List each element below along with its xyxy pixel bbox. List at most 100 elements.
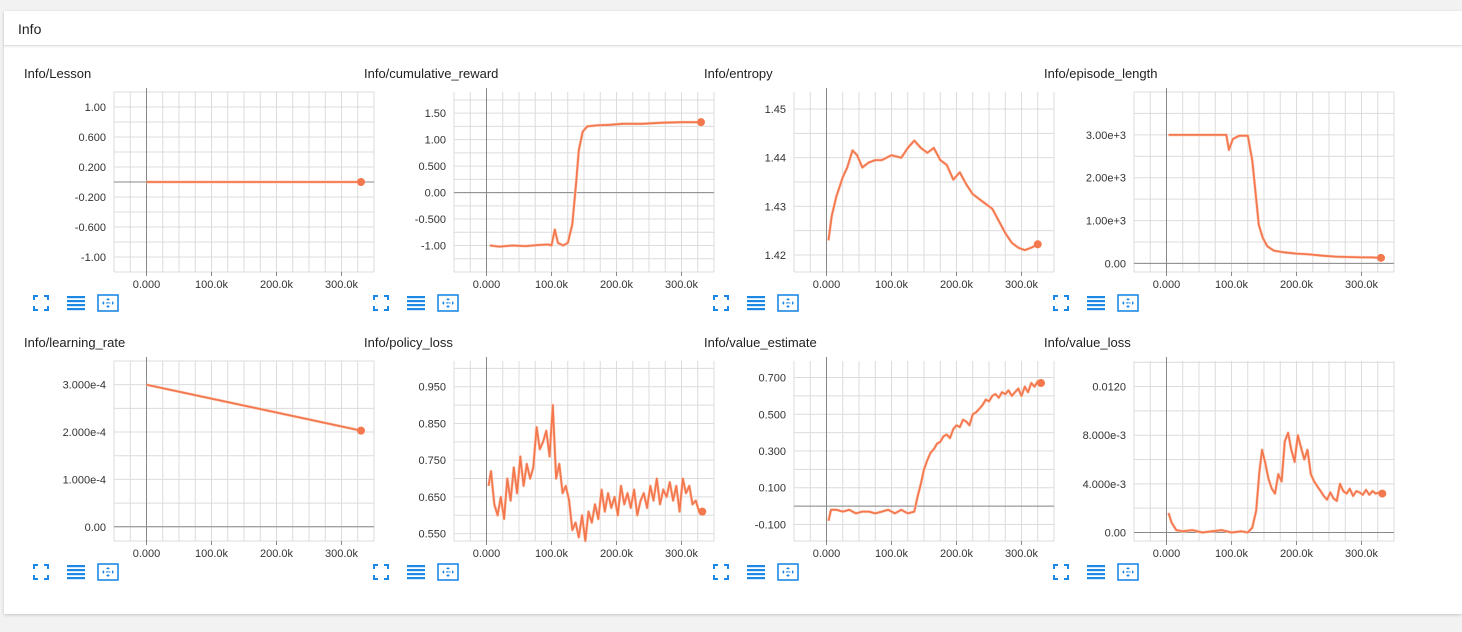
fit-domain-icon[interactable] xyxy=(97,563,121,583)
chart-title: Info/learning_rate xyxy=(24,335,126,350)
chart-svg: 0.000 100.0k 200.0k 300.0k 0.700 0.500 0.300 0.… xyxy=(755,357,1055,560)
y-tick-label: 2.00e+3 xyxy=(1086,173,1126,185)
y-tick-label: 1.45 xyxy=(765,104,786,116)
y-tick-label: 1.42 xyxy=(765,250,786,262)
last-point-marker[interactable] xyxy=(357,426,365,435)
x-tick-label: 300.0k xyxy=(665,548,699,560)
y-tick-label: 0.500 xyxy=(758,409,786,421)
toggle-lines-icon[interactable] xyxy=(406,563,430,583)
x-tick-label: 100.0k xyxy=(535,279,569,291)
chart-cumulative-reward[interactable]: Info/cumulative_reward 0.000 100.0k 200.0k 3… xyxy=(364,66,715,331)
series-line xyxy=(489,121,701,248)
series-line xyxy=(827,139,1039,252)
y-tick-label: 1.00 xyxy=(85,102,106,114)
x-tick-label: 100.0k xyxy=(1215,548,1249,560)
chart-value-loss[interactable]: Info/value_loss 0.000 100.0k 200.0k 300.0k 0.… xyxy=(1044,335,1395,600)
toggle-lines-icon[interactable] xyxy=(746,294,770,314)
fullscreen-icon[interactable] xyxy=(1052,563,1076,583)
toggle-lines-icon[interactable] xyxy=(66,563,90,583)
series-line xyxy=(487,404,703,542)
y-tick-label: -1.00 xyxy=(81,252,106,264)
y-tick-label: 0.300 xyxy=(758,446,786,458)
x-tick-label: 200.0k xyxy=(600,279,634,291)
grid xyxy=(113,360,375,541)
chart-title: Info/value_estimate xyxy=(704,335,817,350)
chart-value-estimate[interactable]: Info/value_estimate 0.000 100.0k 200.0k 300.… xyxy=(704,335,1055,600)
card-header[interactable]: Info xyxy=(4,11,1462,46)
chart-entropy[interactable]: Info/entropy 0.000 100.0k 200.0k 300.0k 1.45 1… xyxy=(704,66,1055,331)
fullscreen-icon[interactable] xyxy=(712,294,736,314)
chart-episode-length[interactable]: Info/episode_length 0.000 100.0k 200.0k 300.… xyxy=(1044,66,1395,331)
x-tick-label: 200.0k xyxy=(600,548,634,560)
chart-Lesson[interactable]: Info/Lesson 0.000 100.0k 200.0k 300.0k 1.00 0.… xyxy=(24,66,375,331)
x-tick-label: 0.000 xyxy=(133,548,161,560)
x-tick-label: 0.000 xyxy=(133,279,161,291)
last-point-marker[interactable] xyxy=(697,118,705,127)
series-raw-line xyxy=(489,120,701,249)
series-line xyxy=(1167,431,1383,534)
y-tick-label: 1.00e+3 xyxy=(1086,216,1126,228)
fullscreen-icon[interactable] xyxy=(32,563,56,583)
x-tick-label: 100.0k xyxy=(1215,279,1249,291)
toggle-lines-icon[interactable] xyxy=(66,294,90,314)
y-tick-label: 0.00 xyxy=(1105,258,1126,270)
x-tick-label: 100.0k xyxy=(195,548,229,560)
grid xyxy=(453,361,715,541)
fit-domain-icon[interactable] xyxy=(777,294,801,314)
y-tick-label: 2.000e-4 xyxy=(63,427,106,439)
chart-title: Info/cumulative_reward xyxy=(364,66,499,81)
fullscreen-icon[interactable] xyxy=(372,563,396,583)
fullscreen-icon[interactable] xyxy=(712,563,736,583)
y-tick-label: 0.200 xyxy=(78,162,106,174)
x-tick-label: 200.0k xyxy=(260,279,294,291)
last-point-marker[interactable] xyxy=(357,178,365,186)
x-tick-label: 300.0k xyxy=(1345,548,1379,560)
last-point-marker[interactable] xyxy=(1378,489,1387,498)
x-tick-label: 0.000 xyxy=(473,279,501,291)
fullscreen-icon[interactable] xyxy=(1052,294,1076,314)
y-tick-label: 0.00 xyxy=(85,522,106,534)
series-line xyxy=(1168,134,1382,259)
x-tick-label: 200.0k xyxy=(940,279,974,291)
last-point-marker[interactable] xyxy=(1377,253,1385,262)
x-tick-label: 300.0k xyxy=(1005,279,1039,291)
chart-learning-rate[interactable]: Info/learning_rate 0.000 100.0k 200.0k 300.0… xyxy=(24,335,375,600)
fit-domain-icon[interactable] xyxy=(1117,294,1141,314)
x-tick-label: 200.0k xyxy=(1280,548,1314,560)
toggle-lines-icon[interactable] xyxy=(1086,294,1110,314)
fullscreen-icon[interactable] xyxy=(372,294,396,314)
chart-policy-loss[interactable]: Info/policy_loss 0.000 100.0k 200.0k 300.0k 0… xyxy=(364,335,715,600)
grid xyxy=(793,361,1055,541)
y-tick-label: 0.100 xyxy=(758,483,786,495)
series-line xyxy=(827,380,1042,521)
y-tick-label: 1.43 xyxy=(765,201,786,213)
toggle-lines-icon[interactable] xyxy=(406,294,430,314)
y-tick-label: 0.650 xyxy=(418,492,446,504)
fit-domain-icon[interactable] xyxy=(777,563,801,583)
fit-domain-icon[interactable] xyxy=(1117,563,1141,583)
y-tick-label: -0.500 xyxy=(415,214,446,226)
fit-domain-icon[interactable] xyxy=(97,294,121,314)
series-raw-line xyxy=(1167,431,1383,534)
last-point-marker[interactable] xyxy=(698,507,707,516)
x-tick-label: 0.000 xyxy=(1153,548,1181,560)
last-point-marker[interactable] xyxy=(1033,240,1042,249)
y-tick-label: -0.100 xyxy=(755,519,786,531)
fit-domain-icon[interactable] xyxy=(437,563,461,583)
fit-domain-icon[interactable] xyxy=(437,294,461,314)
y-tick-label: 0.850 xyxy=(418,418,446,430)
x-tick-label: 100.0k xyxy=(535,548,569,560)
y-tick-label: 0.950 xyxy=(418,382,446,394)
y-tick-label: -0.200 xyxy=(75,192,106,204)
y-tick-label: 8.000e-3 xyxy=(1083,430,1126,442)
y-tick-label: 3.00e+3 xyxy=(1086,130,1126,142)
x-tick-label: 0.000 xyxy=(813,548,841,560)
fullscreen-icon[interactable] xyxy=(32,294,56,314)
x-tick-label: 300.0k xyxy=(325,279,359,291)
chart-title: Info/policy_loss xyxy=(364,335,453,350)
chart-title: Info/Lesson xyxy=(24,66,92,81)
last-point-marker[interactable] xyxy=(1037,379,1045,388)
chart-svg: 0.000 100.0k 200.0k 300.0k 1.50 1.00 0.500 0.00… xyxy=(415,88,715,291)
toggle-lines-icon[interactable] xyxy=(746,563,770,583)
toggle-lines-icon[interactable] xyxy=(1086,563,1110,583)
